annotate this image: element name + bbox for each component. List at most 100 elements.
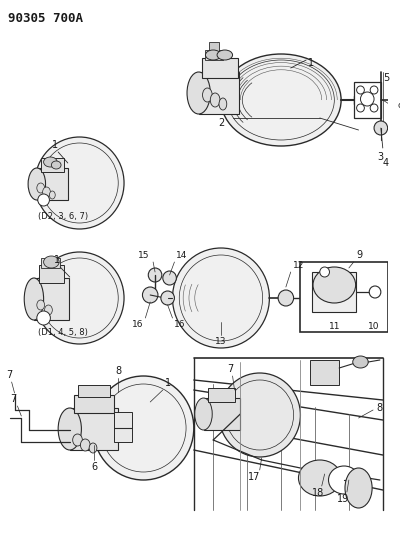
Ellipse shape [353,356,368,368]
Ellipse shape [35,137,124,229]
Ellipse shape [37,183,44,193]
Ellipse shape [89,443,97,453]
Ellipse shape [369,286,381,298]
Ellipse shape [44,305,52,315]
Text: 10: 10 [368,322,380,331]
Ellipse shape [148,268,162,282]
Bar [41,158,64,172]
Text: c: c [397,101,400,110]
Text: 16: 16 [132,320,143,329]
Text: (D2, 3, 6, 7): (D2, 3, 6, 7) [38,212,88,221]
Text: 1: 1 [54,255,60,265]
Ellipse shape [370,104,378,112]
Text: 7: 7 [6,370,13,380]
Ellipse shape [298,460,341,496]
Bar [208,388,236,402]
Bar [199,72,239,114]
Ellipse shape [370,86,378,94]
Bar [354,82,381,118]
Ellipse shape [93,376,194,480]
Text: 12: 12 [293,261,304,270]
Text: 1: 1 [165,378,171,388]
Bar [300,262,388,332]
Text: 9: 9 [357,250,363,260]
Ellipse shape [24,278,44,320]
Text: (D1, 4, 5, 8): (D1, 4, 5, 8) [38,328,88,337]
Ellipse shape [206,50,221,60]
Text: 14: 14 [176,251,188,260]
Ellipse shape [358,290,370,306]
Bar [206,50,223,60]
Bar [41,258,60,268]
Ellipse shape [50,191,55,199]
Ellipse shape [219,373,300,457]
Ellipse shape [73,434,82,446]
Ellipse shape [44,157,57,167]
Text: 15: 15 [138,251,149,260]
Text: 90305 700A: 90305 700A [8,12,83,25]
Text: 1: 1 [52,140,58,150]
Ellipse shape [357,86,364,94]
Ellipse shape [320,267,330,277]
Text: 1: 1 [308,58,314,68]
Ellipse shape [28,168,46,200]
Text: 7: 7 [228,364,234,374]
Bar [78,385,110,397]
Bar [37,168,68,200]
Ellipse shape [51,161,61,169]
Text: 6: 6 [91,462,97,472]
Ellipse shape [217,50,232,60]
Text: 8: 8 [376,403,382,413]
Ellipse shape [221,54,341,146]
Ellipse shape [163,271,176,285]
Text: 8: 8 [115,366,121,376]
Text: 19: 19 [337,494,349,504]
Text: 3: 3 [378,152,384,162]
Text: 2: 2 [218,118,225,128]
Ellipse shape [313,267,356,303]
Ellipse shape [35,252,124,344]
Ellipse shape [38,194,50,206]
Ellipse shape [278,290,294,306]
Ellipse shape [37,300,44,310]
Ellipse shape [195,398,212,430]
Ellipse shape [357,104,364,112]
Bar [39,265,64,283]
Text: 16: 16 [174,320,186,329]
Ellipse shape [187,72,210,114]
Ellipse shape [172,248,269,348]
Bar [310,360,339,385]
Ellipse shape [37,311,50,325]
Ellipse shape [202,88,212,102]
Bar [312,272,356,312]
Ellipse shape [161,291,174,305]
Ellipse shape [142,287,158,303]
Bar [204,398,240,430]
Bar [74,395,114,413]
Ellipse shape [345,468,372,508]
Text: 11: 11 [328,322,340,331]
Ellipse shape [43,187,50,197]
Text: 18: 18 [312,488,324,498]
Ellipse shape [360,92,374,106]
Text: 7: 7 [10,394,17,404]
Text: 4: 4 [383,158,389,168]
Ellipse shape [210,93,220,107]
Ellipse shape [392,143,400,153]
Bar [395,80,400,108]
Ellipse shape [80,439,90,451]
Bar [34,278,69,320]
Ellipse shape [374,121,388,135]
Bar [395,152,400,182]
Text: 17: 17 [248,472,260,482]
Ellipse shape [219,98,227,110]
Bar [114,412,132,442]
Ellipse shape [328,466,360,494]
Bar [70,408,118,450]
Text: 13: 13 [215,337,227,346]
Ellipse shape [58,408,82,450]
Ellipse shape [44,256,59,268]
Text: 5: 5 [383,73,389,83]
Bar [209,42,219,52]
Bar [202,58,238,78]
